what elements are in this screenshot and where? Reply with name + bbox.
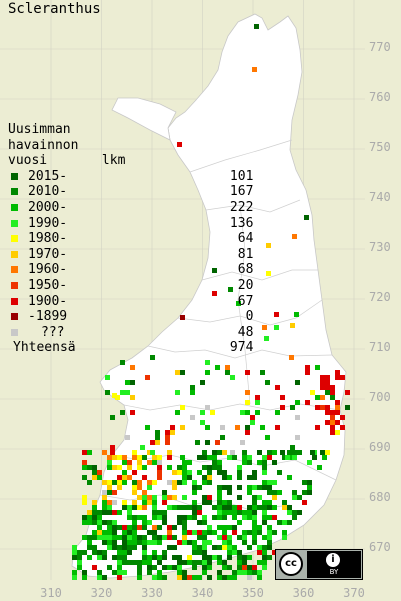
- legend-swatch: [11, 281, 18, 289]
- legend-period-label: 2015-: [28, 168, 68, 184]
- legend-period-label: 1960-: [28, 262, 68, 278]
- y-tick-label: 750: [369, 140, 391, 154]
- legend-period-label: 2010-: [28, 184, 68, 200]
- y-tick-label: 680: [369, 490, 391, 504]
- legend-count: 101: [229, 168, 254, 184]
- x-tick-label: 310: [40, 586, 62, 600]
- legend-row: 1970- 81: [8, 246, 253, 263]
- y-tick-label: 740: [369, 190, 391, 204]
- legend-period-label: -1899: [28, 309, 68, 325]
- legend-rows: 2015- 101 2010- 167 2000- 222 1990- 136 1980- 64 1…: [8, 168, 253, 341]
- legend-swatch: [11, 203, 18, 211]
- x-tick-label: 360: [292, 586, 315, 600]
- legend-total-count: 974: [229, 340, 254, 356]
- legend-row: 1950- 20: [8, 277, 253, 294]
- legend-period-label: ???: [41, 324, 65, 340]
- legend-row: ??? 48: [8, 324, 253, 341]
- legend-swatch: [11, 266, 18, 274]
- x-tick-label: 340: [191, 586, 214, 600]
- legend-row: 2015- 101: [8, 168, 253, 185]
- by-panel: i BY: [307, 551, 361, 578]
- legend-row: 1900- 67: [8, 293, 253, 310]
- legend-count: 48: [237, 324, 254, 340]
- legend-total-row: Yhteensä 974: [8, 340, 253, 356]
- x-tick-label: 330: [141, 586, 163, 600]
- legend-heading: Uusimman havainnon vuosi lkm: [8, 122, 126, 169]
- observation-squares: [72, 24, 350, 580]
- y-tick-label: 670: [369, 540, 391, 554]
- legend-swatch: [11, 250, 18, 258]
- legend-count: 136: [229, 215, 254, 231]
- legend-swatch: [11, 219, 18, 227]
- legend-count: 167: [229, 184, 254, 200]
- legend-period-label: 1950-: [28, 277, 68, 293]
- legend-swatch: [11, 297, 18, 305]
- legend-period-label: 1990-: [28, 215, 68, 231]
- y-tick-label: 770: [369, 40, 391, 54]
- legend: Uusimman havainnon vuosi lkm 2015- 101 201…: [8, 122, 253, 356]
- x-tick-label: 350: [242, 586, 264, 600]
- legend-row: 2010- 167: [8, 184, 253, 200]
- legend-period-label: 2000-: [28, 199, 68, 215]
- legend-count: 0: [245, 309, 254, 325]
- legend-count: 67: [237, 293, 254, 309]
- cc-icon: cc: [279, 552, 303, 576]
- legend-count: 68: [237, 262, 254, 278]
- x-tick-label: 320: [90, 586, 113, 600]
- by-label: BY: [329, 568, 339, 576]
- y-tick-label: 720: [369, 290, 391, 304]
- y-tick-label: 730: [369, 240, 391, 254]
- legend-row: 1980- 64: [8, 231, 253, 247]
- species-title: Scleranthus: [8, 1, 101, 17]
- cc-by-license-badge[interactable]: cc i BY: [275, 549, 363, 580]
- y-tick-label: 700: [369, 390, 391, 404]
- legend-total-label: Yhteensä: [13, 340, 76, 356]
- legend-period-label: 1900-: [28, 293, 68, 309]
- legend-count: 64: [237, 231, 254, 247]
- legend-swatch: [11, 188, 18, 196]
- y-tick-label: 690: [369, 440, 391, 454]
- y-tick-label: 760: [369, 90, 391, 104]
- legend-swatch: [11, 172, 18, 180]
- legend-swatch: [11, 313, 18, 321]
- legend-row: 1990- 136: [8, 215, 253, 232]
- legend-row: 1960- 68: [8, 262, 253, 278]
- legend-period-label: 1980-: [28, 231, 68, 247]
- x-tick-label: 370: [343, 586, 365, 600]
- legend-row: 2000- 222: [8, 199, 253, 216]
- legend-swatch: [11, 328, 18, 336]
- person-icon: i: [326, 553, 340, 567]
- finland-northwest-arm: [111, 97, 177, 141]
- legend-row: -1899 0: [8, 309, 253, 325]
- y-tick-label: 710: [369, 340, 391, 354]
- legend-swatch: [11, 235, 18, 243]
- legend-period-label: 1970-: [28, 246, 68, 262]
- legend-count: 222: [229, 199, 254, 215]
- legend-count: 20: [237, 277, 254, 293]
- legend-count: 81: [237, 246, 254, 262]
